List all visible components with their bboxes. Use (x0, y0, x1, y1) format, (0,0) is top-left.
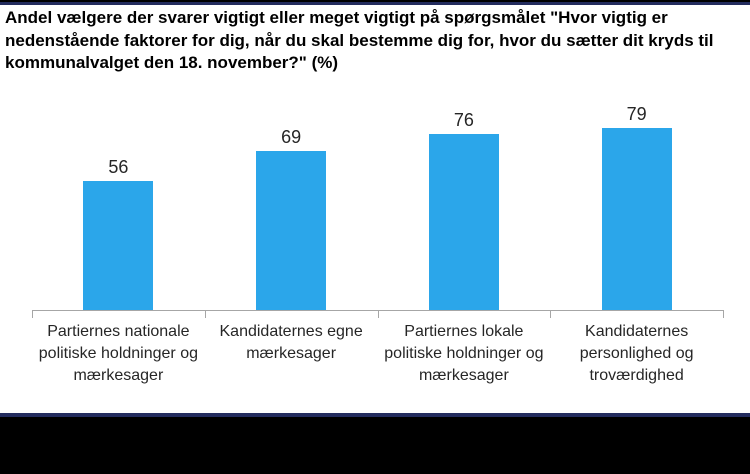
bar-group: 56 (32, 79, 205, 310)
x-axis-tick (377, 310, 379, 318)
x-axis-category-labels: Partiernes nationale politiske holdninge… (32, 321, 723, 387)
top-navy-accent-line (0, 2, 750, 5)
x-axis-tick (550, 310, 552, 318)
bar-group: 79 (550, 79, 723, 310)
bar-value-label: 56 (108, 156, 129, 177)
category-label: Kandidaternes personlighed og troværdigh… (579, 323, 694, 384)
category-label: Partiernes lokale politiske holdninger o… (384, 323, 544, 384)
category-label: Kandidaternes egne mærkesager (219, 323, 363, 362)
bar (83, 180, 154, 310)
bar-group: 69 (205, 79, 378, 310)
bar (601, 127, 672, 310)
x-axis-tick (32, 310, 33, 318)
x-axis-tick (204, 310, 206, 318)
category-label: Partiernes nationale politiske holdninge… (38, 323, 198, 384)
top-black-band (0, 0, 750, 2)
bar-value-label: 79 (626, 103, 647, 124)
bar-group: 76 (378, 79, 551, 310)
bottom-navy-accent-line (0, 413, 750, 417)
bar (256, 150, 327, 310)
bottom-black-band (0, 417, 750, 474)
bar-value-label: 69 (281, 126, 302, 147)
bar-chart-plot-area: 56 69 76 79 (32, 79, 723, 310)
chart-title: Andel vælgere der svarer vigtigt eller m… (5, 8, 714, 72)
bar-value-label: 76 (453, 110, 474, 131)
bar (428, 134, 499, 310)
x-axis-tick (723, 310, 724, 318)
